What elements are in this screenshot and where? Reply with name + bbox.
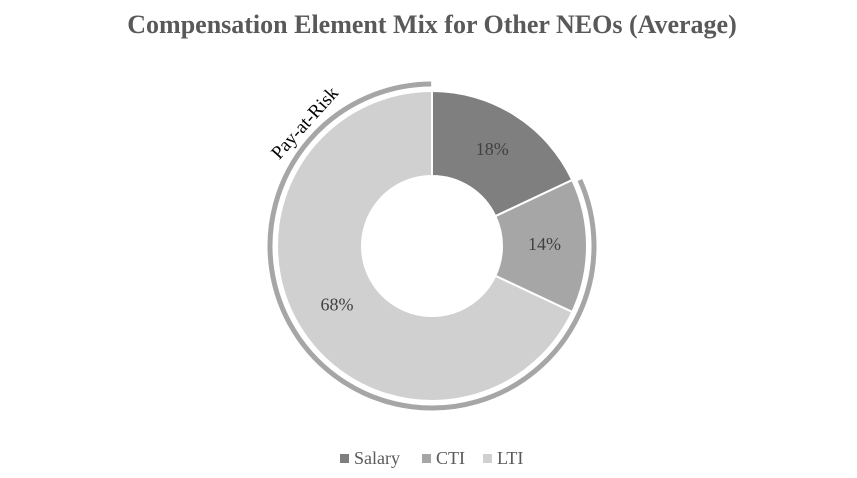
data-label: 68%	[321, 294, 354, 314]
chart-title: Compensation Element Mix for Other NEOs …	[127, 10, 736, 39]
data-label: 18%	[476, 139, 509, 159]
pay-at-risk-arc	[267, 81, 597, 411]
legend-label: Salary	[354, 448, 400, 468]
donut-slice	[494, 178, 588, 314]
legend-label: CTI	[436, 448, 465, 468]
legend-swatch	[422, 454, 431, 463]
donut-slice	[276, 89, 574, 402]
legend-swatch	[340, 454, 349, 463]
legend-label: LTI	[497, 448, 523, 468]
data-label: 14%	[528, 234, 561, 254]
donut-slice	[431, 89, 574, 218]
legend-swatch	[483, 454, 492, 463]
